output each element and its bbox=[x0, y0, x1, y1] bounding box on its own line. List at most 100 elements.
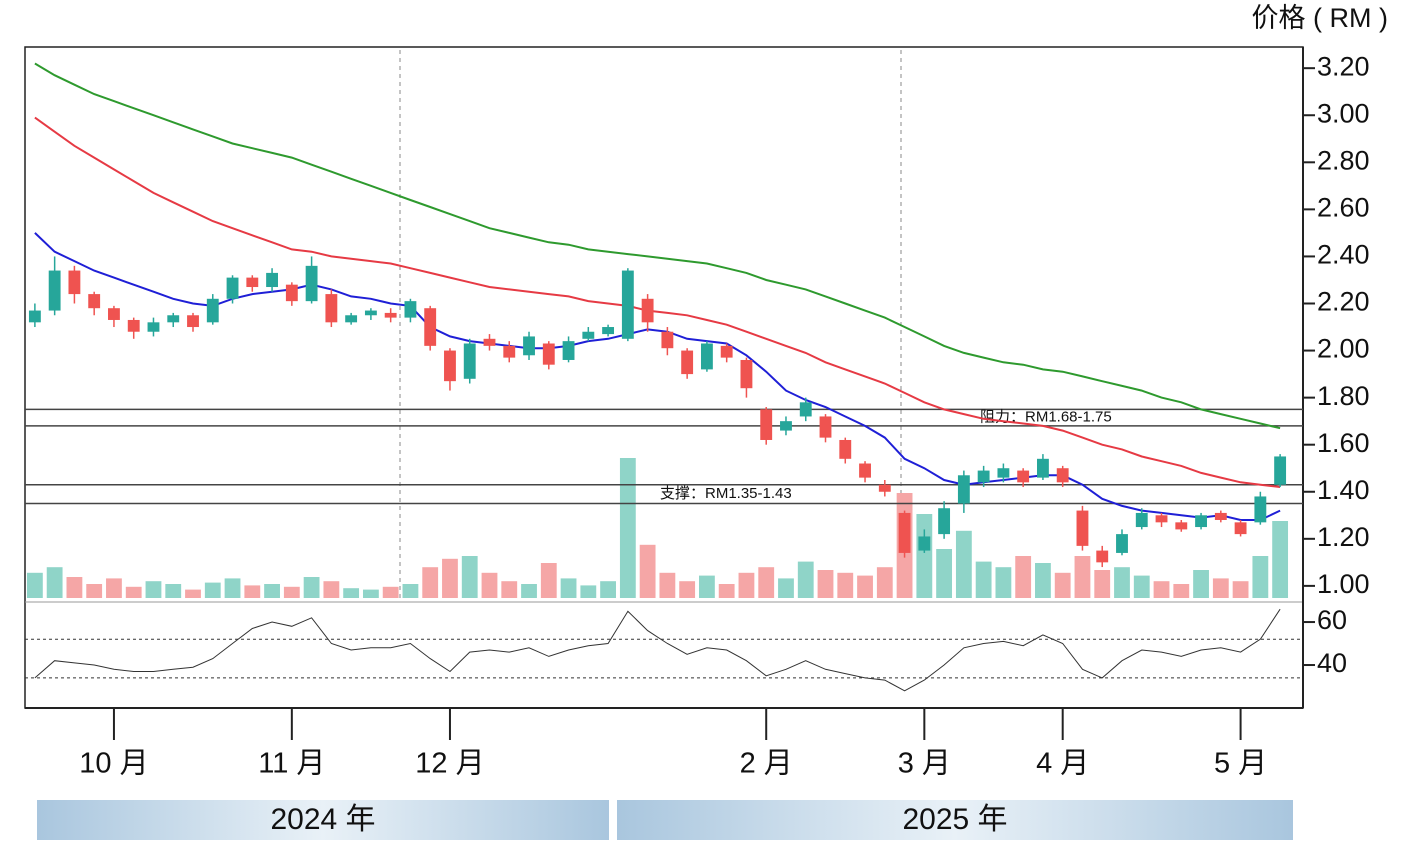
candle-body bbox=[542, 343, 555, 365]
volume-bar bbox=[758, 567, 775, 598]
candle-body bbox=[878, 484, 891, 492]
volume-bar bbox=[1094, 570, 1111, 598]
volume-bar bbox=[402, 584, 419, 598]
volume-bar bbox=[1054, 572, 1071, 598]
candle-body bbox=[345, 315, 358, 323]
candle-body bbox=[48, 270, 61, 311]
candle-body bbox=[898, 512, 911, 553]
volume-bar bbox=[343, 588, 360, 598]
volume-bar bbox=[540, 563, 557, 598]
volume-bar bbox=[26, 572, 43, 598]
volume-bar bbox=[165, 584, 182, 598]
candle-body bbox=[918, 536, 931, 551]
y-tick-label: 3.20 bbox=[1317, 51, 1370, 81]
volume-bar bbox=[303, 577, 320, 598]
volume-bar bbox=[1074, 556, 1091, 598]
volume-bar bbox=[738, 572, 755, 598]
volume-bar bbox=[679, 581, 696, 598]
candle-body bbox=[1214, 512, 1227, 520]
candle-body bbox=[28, 310, 41, 323]
y-tick-label: 2.60 bbox=[1317, 192, 1370, 222]
volume-bar bbox=[323, 581, 340, 598]
volume-bar bbox=[422, 567, 439, 598]
volume-bar bbox=[1133, 575, 1150, 598]
volume-bar bbox=[442, 558, 458, 598]
candle-body bbox=[1234, 522, 1247, 535]
candle-body bbox=[305, 265, 318, 302]
volume-bar bbox=[521, 584, 537, 598]
candle-body bbox=[740, 359, 753, 389]
x-tick-label: 3 月 bbox=[898, 748, 951, 780]
volume-bar bbox=[1035, 563, 1051, 598]
volume-bar bbox=[1153, 581, 1170, 598]
plot-frame bbox=[24, 46, 1304, 709]
candle-body bbox=[325, 294, 338, 323]
x-tick-label: 5 月 bbox=[1214, 748, 1267, 780]
candle-body bbox=[700, 343, 713, 370]
y-tick-label: 1.20 bbox=[1317, 522, 1370, 552]
x-tick-label: 4 月 bbox=[1036, 748, 1089, 780]
candle-body bbox=[404, 301, 417, 318]
volume-bar bbox=[600, 581, 616, 598]
candle-body bbox=[977, 470, 990, 483]
volume-bar bbox=[106, 578, 122, 598]
year-label: 2025 年 bbox=[617, 800, 1293, 840]
candle-body bbox=[799, 402, 812, 417]
moving-average bbox=[34, 232, 1281, 521]
candle-body bbox=[523, 336, 535, 356]
annotation: 支撑：RM1.35-1.43 bbox=[660, 485, 792, 502]
volume-bar bbox=[995, 567, 1012, 598]
candle-body bbox=[780, 421, 792, 431]
volume-bar bbox=[916, 514, 933, 598]
candle-body bbox=[582, 331, 595, 339]
volume-bar bbox=[580, 585, 597, 598]
candle-body bbox=[1056, 468, 1069, 483]
candle-body bbox=[938, 508, 951, 535]
volume-bar bbox=[1193, 570, 1209, 598]
candle-body bbox=[760, 409, 773, 440]
candle-body bbox=[226, 277, 239, 299]
y-tick-label: 3.00 bbox=[1317, 98, 1370, 128]
volume-bar bbox=[619, 458, 636, 598]
volume-bar bbox=[125, 586, 142, 598]
candle-body bbox=[364, 310, 377, 316]
candle-body bbox=[681, 350, 694, 375]
candle-body bbox=[127, 319, 140, 332]
candle-body bbox=[661, 331, 674, 349]
volume-bar bbox=[955, 530, 972, 598]
y-tick-label: 2.80 bbox=[1317, 145, 1370, 175]
rsi-tick-label: 40 bbox=[1317, 648, 1347, 678]
rsi-line bbox=[34, 608, 1281, 692]
candle-body bbox=[1254, 496, 1267, 523]
candle-body bbox=[1195, 515, 1207, 528]
candle-body bbox=[1017, 470, 1030, 483]
candle-body bbox=[1116, 534, 1128, 553]
candle-body bbox=[88, 294, 101, 309]
volume-bar bbox=[857, 575, 873, 598]
candle-body bbox=[68, 270, 81, 295]
volume-bar bbox=[718, 584, 735, 598]
volume-bar bbox=[185, 589, 201, 598]
volume-bar bbox=[1173, 584, 1190, 598]
candle-body bbox=[167, 315, 180, 323]
volume-bar bbox=[382, 586, 399, 598]
y-tick-label: 2.00 bbox=[1317, 334, 1370, 364]
volume-bar bbox=[817, 570, 834, 598]
y-tick-label: 1.80 bbox=[1317, 381, 1370, 411]
candle-body bbox=[1037, 458, 1049, 478]
volume-bar bbox=[1232, 581, 1249, 598]
volume-bar bbox=[66, 577, 83, 598]
volume-bar bbox=[1015, 556, 1032, 598]
candle-body bbox=[463, 343, 476, 379]
candle-body bbox=[1096, 550, 1109, 563]
volume-bar bbox=[204, 582, 221, 598]
y-tick-label: 1.60 bbox=[1317, 428, 1370, 458]
y-tick-label: 2.20 bbox=[1317, 287, 1370, 317]
candle-body bbox=[384, 312, 397, 318]
volume-bar bbox=[699, 575, 715, 598]
volume-bar bbox=[224, 578, 241, 598]
annotation: 阻力：RM1.68-1.75 bbox=[980, 409, 1112, 426]
volume-bar bbox=[1114, 567, 1130, 598]
candle-body bbox=[819, 416, 832, 438]
